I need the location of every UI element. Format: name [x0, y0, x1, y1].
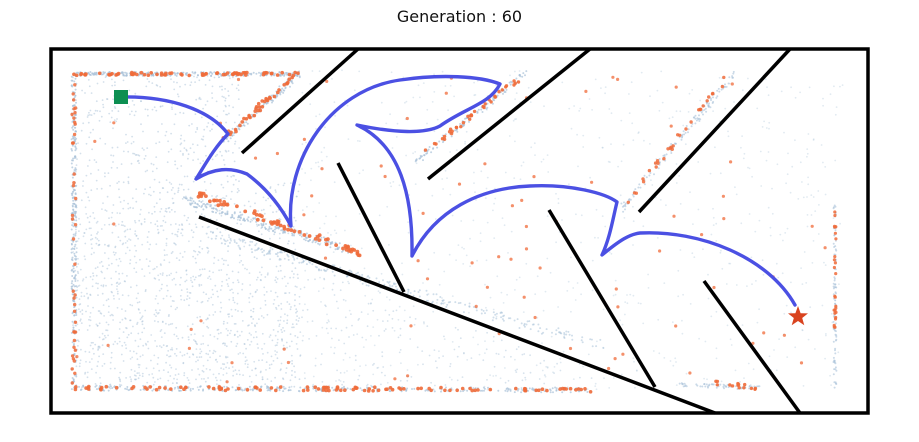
maze-wall	[426, 47, 592, 181]
maze-wall	[198, 215, 716, 415]
maze-border	[49, 47, 870, 415]
elite-points	[70, 70, 838, 394]
maze-walls	[198, 47, 802, 415]
maze-wall	[336, 162, 406, 293]
maze-wall	[637, 47, 792, 214]
maze-wall	[702, 279, 802, 415]
maze-wall	[240, 47, 360, 155]
goal-star-icon	[788, 306, 808, 326]
explored-points-cloud	[70, 69, 844, 394]
start-marker-icon	[114, 90, 128, 104]
best-trajectory-path	[119, 74, 797, 307]
maze-wall	[547, 209, 657, 388]
generation-title: Generation : 60	[396, 7, 523, 26]
